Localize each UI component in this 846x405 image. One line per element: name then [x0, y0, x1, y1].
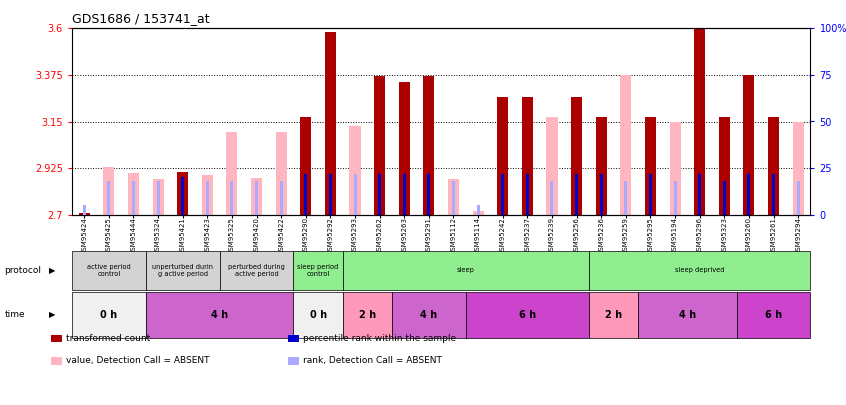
- Bar: [669, 122, 680, 215]
- Bar: [452, 181, 455, 215]
- Text: 4 h: 4 h: [678, 310, 696, 320]
- Bar: [768, 117, 779, 215]
- Bar: [83, 205, 85, 215]
- Bar: [744, 75, 755, 215]
- Bar: [300, 117, 311, 215]
- Bar: [497, 97, 508, 215]
- Bar: [423, 76, 434, 215]
- Bar: [305, 174, 307, 215]
- Bar: [722, 181, 726, 215]
- Bar: [698, 174, 701, 215]
- Bar: [181, 177, 184, 215]
- Bar: [748, 174, 750, 215]
- Text: protocol: protocol: [4, 266, 41, 275]
- Text: GDS1686 / 153741_at: GDS1686 / 153741_at: [72, 12, 210, 25]
- Bar: [132, 181, 135, 215]
- Bar: [476, 205, 480, 215]
- Text: percentile rank within the sample: percentile rank within the sample: [303, 334, 456, 343]
- Bar: [107, 181, 110, 215]
- Text: perturbed during
active period: perturbed during active period: [228, 264, 285, 277]
- Text: sleep: sleep: [457, 267, 475, 273]
- Text: rank, Detection Call = ABSENT: rank, Detection Call = ABSENT: [303, 356, 442, 365]
- Bar: [649, 174, 652, 215]
- Text: 6 h: 6 h: [765, 310, 782, 320]
- Bar: [276, 132, 287, 215]
- Text: 0 h: 0 h: [101, 310, 118, 320]
- Bar: [79, 213, 90, 215]
- Bar: [398, 82, 409, 215]
- Bar: [227, 132, 238, 215]
- Bar: [551, 181, 553, 215]
- Bar: [448, 179, 459, 215]
- Bar: [522, 97, 533, 215]
- Text: sleep deprived: sleep deprived: [675, 267, 724, 273]
- Text: 4 h: 4 h: [211, 310, 228, 320]
- Text: value, Detection Call = ABSENT: value, Detection Call = ABSENT: [66, 356, 210, 365]
- Bar: [596, 117, 607, 215]
- Bar: [473, 211, 484, 215]
- Bar: [374, 76, 385, 215]
- Bar: [103, 167, 114, 215]
- Bar: [772, 174, 775, 215]
- Text: 6 h: 6 h: [519, 310, 536, 320]
- Bar: [502, 174, 504, 215]
- Text: ▶: ▶: [49, 266, 56, 275]
- Text: unperturbed durin
g active period: unperturbed durin g active period: [152, 264, 213, 277]
- Text: transformed count: transformed count: [66, 334, 151, 343]
- Bar: [378, 174, 381, 215]
- Text: 2 h: 2 h: [605, 310, 622, 320]
- Bar: [177, 172, 188, 215]
- Bar: [547, 117, 558, 215]
- Bar: [206, 181, 209, 215]
- Bar: [157, 181, 160, 215]
- Bar: [202, 175, 213, 215]
- Bar: [526, 174, 529, 215]
- Bar: [719, 117, 730, 215]
- Text: 0 h: 0 h: [310, 310, 327, 320]
- Bar: [255, 181, 258, 215]
- Bar: [280, 181, 283, 215]
- Text: 4 h: 4 h: [420, 310, 437, 320]
- Text: ▶: ▶: [49, 310, 56, 320]
- Bar: [329, 174, 332, 215]
- Bar: [695, 4, 706, 215]
- Text: 2 h: 2 h: [359, 310, 376, 320]
- Text: active period
control: active period control: [87, 264, 131, 277]
- Bar: [349, 126, 360, 215]
- Bar: [575, 174, 578, 215]
- Bar: [624, 181, 627, 215]
- Bar: [427, 174, 431, 215]
- Bar: [645, 117, 656, 215]
- Bar: [325, 32, 336, 215]
- Bar: [571, 97, 582, 215]
- Bar: [793, 122, 804, 215]
- Bar: [403, 174, 406, 215]
- Text: time: time: [4, 310, 25, 320]
- Bar: [600, 174, 602, 215]
- Bar: [673, 181, 677, 215]
- Bar: [797, 181, 799, 215]
- Bar: [251, 179, 262, 215]
- Bar: [230, 181, 233, 215]
- Bar: [128, 173, 139, 215]
- Bar: [152, 179, 163, 215]
- Bar: [354, 174, 356, 215]
- Bar: [620, 75, 631, 215]
- Text: sleep period
control: sleep period control: [298, 264, 338, 277]
